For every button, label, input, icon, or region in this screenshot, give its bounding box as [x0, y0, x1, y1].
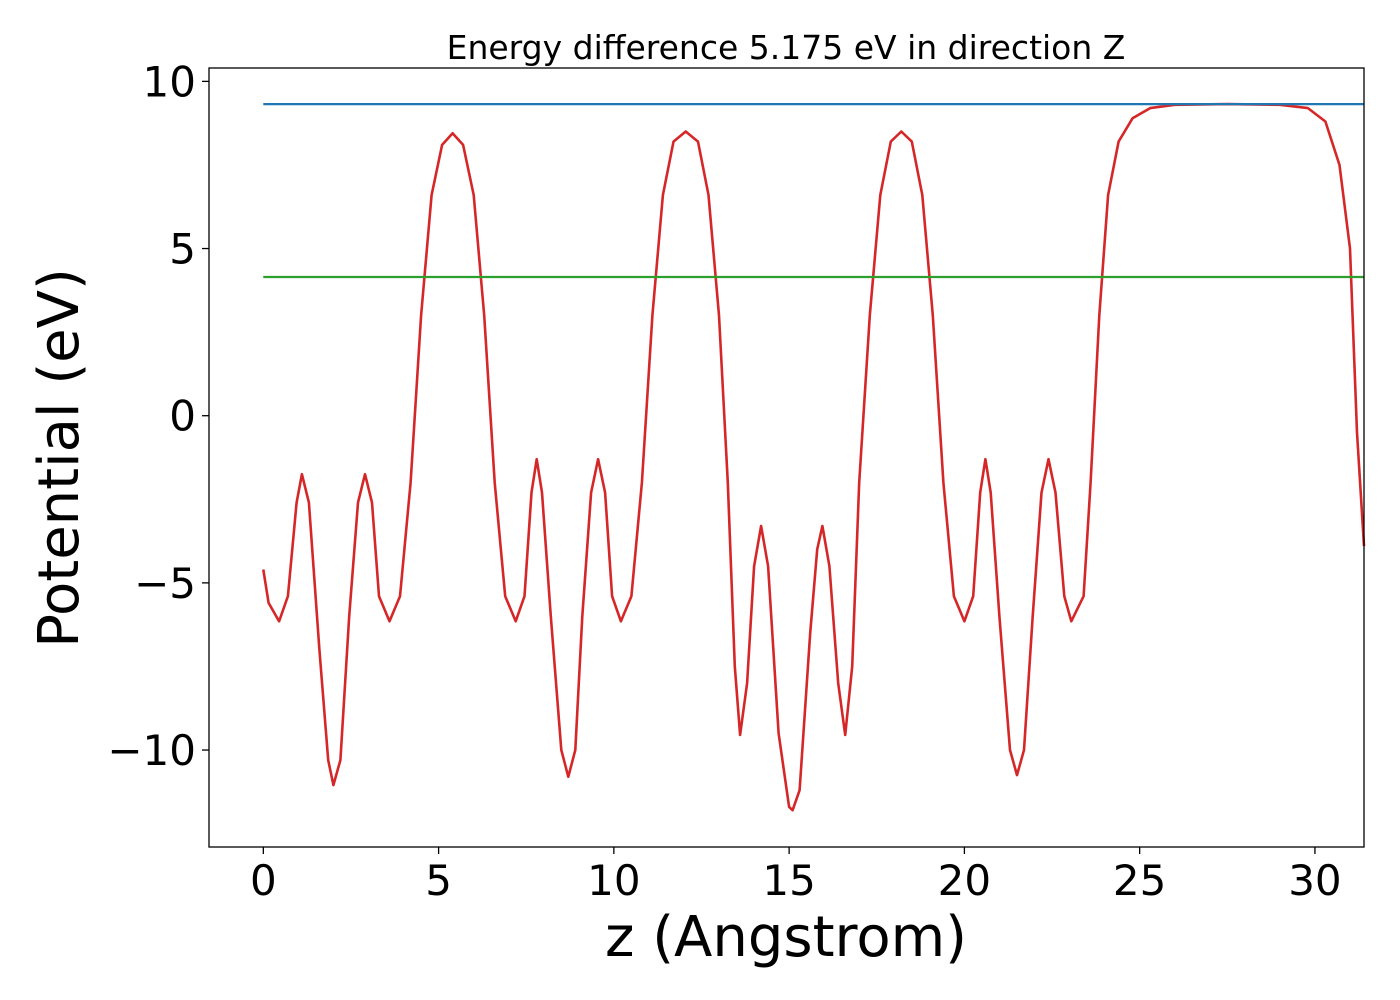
- x-tick-label: 10: [587, 856, 640, 905]
- plot-area: [262, 102, 1366, 812]
- y-axis: −10 −5 0 5 10: [107, 57, 209, 775]
- series-line-0: [262, 102, 1366, 812]
- x-tick-label: 15: [762, 856, 815, 905]
- y-tick-label: 10: [143, 57, 196, 106]
- x-axis-label: z (Angstrom): [605, 905, 967, 970]
- y-tick-label: −5: [134, 559, 196, 608]
- x-tick-label: 30: [1288, 856, 1341, 905]
- y-tick-label: 0: [169, 392, 196, 441]
- x-tick-label: 5: [425, 856, 452, 905]
- chart-title: Energy difference 5.175 eV in direction …: [447, 28, 1126, 67]
- y-tick-label: −10: [107, 726, 196, 775]
- x-tick-label: 20: [938, 856, 991, 905]
- x-tick-label: 25: [1113, 856, 1166, 905]
- x-axis: 0 5 10 15 20 25 30: [250, 847, 1342, 905]
- y-tick-label: 5: [169, 225, 196, 274]
- x-tick-label: 0: [250, 856, 277, 905]
- y-axis-label: Potential (eV): [27, 268, 92, 648]
- plot-frame: [208, 67, 1365, 848]
